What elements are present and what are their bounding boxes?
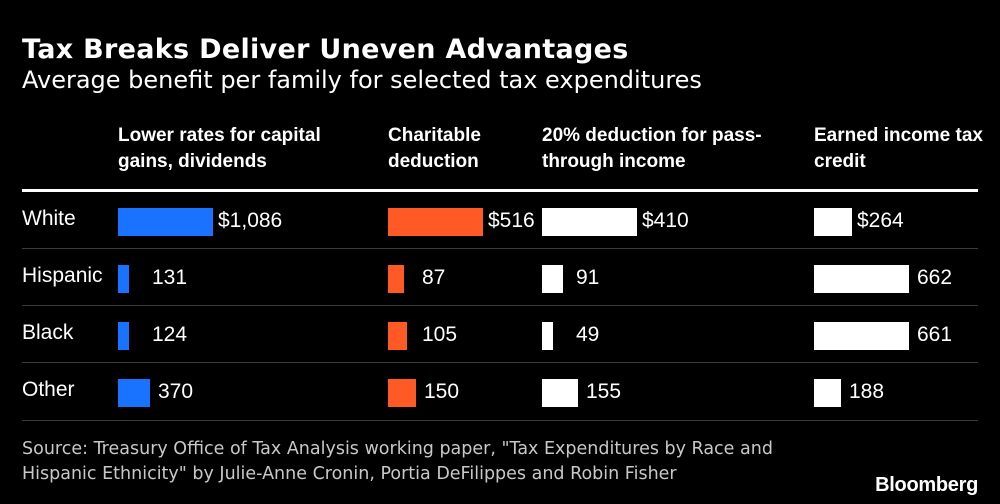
column-header: Charitable deduction [388, 125, 481, 172]
bar [388, 208, 483, 236]
bar-value-label: 91 [576, 266, 600, 289]
bar [118, 208, 213, 236]
bar-value-label: 87 [422, 266, 446, 289]
chart-subtitle: Average benefit per family for selected … [22, 66, 702, 94]
bar-value-label: $516 [488, 209, 535, 232]
bar [388, 379, 416, 407]
bar [814, 208, 852, 236]
bar [814, 265, 909, 293]
bar-value-label: 155 [586, 380, 622, 403]
chart-title: Tax Breaks Deliver Uneven Advantages [22, 34, 629, 65]
source-note: Source: Treasury Office of Tax Analysis … [22, 439, 773, 484]
row-label: Other [22, 378, 75, 401]
bar [542, 322, 553, 350]
bar [814, 379, 841, 407]
bar-value-label: $264 [857, 209, 904, 232]
row-label: Black [22, 321, 74, 344]
row-divider [22, 362, 978, 363]
column-header: Lower rates for capital gains, dividends [118, 125, 321, 172]
bar-value-label: 188 [849, 380, 885, 403]
bar-value-label: $1,086 [218, 209, 283, 232]
bar-value-label: 131 [152, 266, 188, 289]
bar-value-label: 105 [422, 323, 458, 346]
bloomberg-logo: Bloomberg [875, 474, 978, 496]
bar-value-label: 661 [917, 323, 953, 346]
bar-value-label: 370 [158, 380, 194, 403]
row-divider [22, 305, 978, 306]
column-header: Earned income tax credit [814, 125, 983, 172]
row-label: Hispanic [22, 264, 103, 287]
row-divider [22, 248, 978, 249]
bar [388, 265, 404, 293]
bar [542, 379, 578, 407]
bar-value-label: 150 [424, 380, 460, 403]
bar-value-label: 49 [576, 323, 600, 346]
bar [814, 322, 909, 350]
bar [118, 322, 129, 350]
bar [388, 322, 407, 350]
bar [542, 208, 637, 236]
bar [118, 379, 150, 407]
bar [118, 265, 129, 293]
bar-value-label: $410 [642, 209, 689, 232]
bar [542, 265, 563, 293]
header-rule [22, 189, 978, 192]
bar-value-label: 662 [917, 266, 953, 289]
bar-value-label: 124 [152, 323, 188, 346]
row-divider [22, 420, 978, 421]
column-header: 20% deduction for pass-through income [542, 125, 762, 172]
row-label: White [22, 207, 76, 230]
